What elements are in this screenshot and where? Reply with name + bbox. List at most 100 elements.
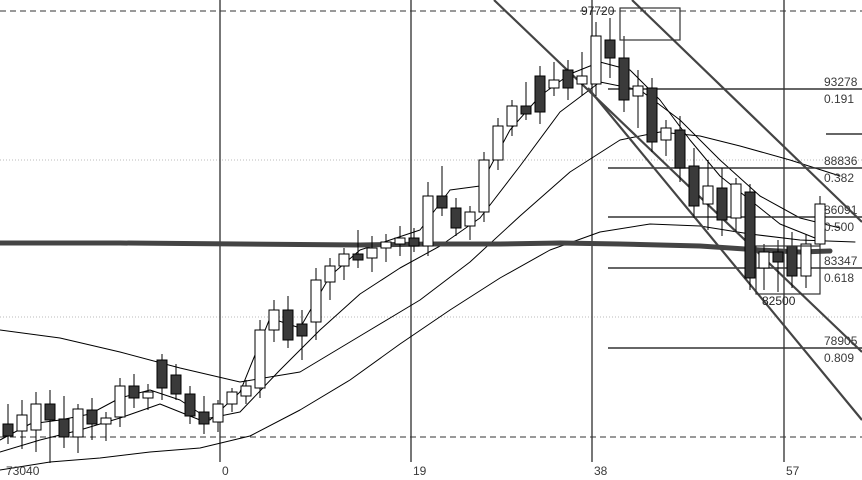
y-axis-fib-label: 0.618 bbox=[824, 271, 855, 285]
candlestick[interactable] bbox=[576, 52, 588, 96]
candlestick[interactable] bbox=[492, 118, 504, 170]
candlestick[interactable] bbox=[142, 384, 154, 410]
candlestick[interactable] bbox=[324, 258, 336, 300]
candle-body bbox=[324, 265, 336, 283]
candlestick[interactable] bbox=[534, 66, 546, 124]
candlestick[interactable] bbox=[212, 400, 224, 432]
candlestick[interactable] bbox=[72, 404, 84, 453]
candlestick[interactable] bbox=[282, 296, 294, 348]
upper-box[interactable] bbox=[619, 7, 681, 41]
candlestick[interactable] bbox=[394, 226, 406, 256]
candle-body bbox=[646, 87, 658, 143]
candle-body bbox=[562, 69, 574, 89]
candlestick[interactable] bbox=[436, 166, 448, 216]
candlestick[interactable] bbox=[506, 100, 518, 136]
candle-body bbox=[772, 251, 784, 263]
candle-body bbox=[576, 75, 588, 85]
candle-body bbox=[590, 35, 602, 85]
candlestick[interactable] bbox=[786, 232, 798, 288]
candlestick[interactable] bbox=[86, 398, 98, 440]
candle-body bbox=[58, 418, 70, 438]
candlestick[interactable] bbox=[408, 228, 420, 252]
candlestick[interactable] bbox=[184, 386, 196, 424]
candlestick[interactable] bbox=[380, 234, 392, 262]
candlestick[interactable] bbox=[296, 310, 308, 360]
candle-body bbox=[156, 359, 168, 389]
candlestick[interactable] bbox=[114, 378, 126, 427]
candlestick[interactable] bbox=[44, 390, 56, 463]
candlestick[interactable] bbox=[478, 152, 490, 222]
candlestick[interactable] bbox=[352, 230, 364, 268]
candle-body bbox=[408, 237, 420, 247]
y-axis-price-label: 83347 bbox=[824, 254, 858, 268]
candlestick[interactable] bbox=[30, 392, 42, 452]
candlestick[interactable] bbox=[366, 236, 378, 272]
candlestick[interactable] bbox=[170, 364, 182, 400]
candlestick[interactable] bbox=[702, 160, 714, 230]
ma-heavy-line bbox=[0, 240, 833, 255]
candle-body bbox=[674, 129, 686, 169]
candlestick[interactable] bbox=[464, 206, 476, 240]
candlestick[interactable] bbox=[58, 396, 70, 448]
candlestick[interactable] bbox=[450, 198, 462, 236]
candle-body bbox=[618, 57, 630, 101]
ma-fast-line bbox=[0, 61, 821, 441]
candlestick[interactable] bbox=[758, 244, 770, 290]
candlestick[interactable] bbox=[618, 36, 630, 112]
candlestick[interactable] bbox=[226, 388, 238, 412]
candle-body bbox=[198, 411, 210, 425]
candlestick[interactable] bbox=[520, 82, 532, 120]
candle-body bbox=[632, 85, 644, 97]
candlestick[interactable] bbox=[646, 78, 658, 152]
candlestick[interactable] bbox=[254, 320, 266, 398]
y-axis-fib-label: 0.382 bbox=[824, 171, 855, 185]
candlestick[interactable] bbox=[632, 70, 644, 128]
candlestick[interactable] bbox=[268, 300, 280, 342]
candle-body bbox=[282, 309, 294, 341]
candlestick[interactable] bbox=[198, 396, 210, 434]
candle-body bbox=[744, 191, 756, 279]
candlestick[interactable] bbox=[800, 234, 812, 288]
x-axis-tick-label: 19 bbox=[413, 464, 427, 478]
candlestick[interactable] bbox=[730, 178, 742, 232]
candlestick[interactable] bbox=[590, 22, 602, 96]
candlestick[interactable] bbox=[338, 248, 350, 280]
trend-line[interactable] bbox=[587, 87, 862, 421]
candlestick[interactable] bbox=[240, 380, 252, 404]
candlestick[interactable] bbox=[16, 400, 28, 449]
y-axis-price-label: 78905 bbox=[824, 334, 858, 348]
candlestick[interactable] bbox=[674, 116, 686, 182]
candlestick[interactable] bbox=[100, 412, 112, 441]
candlestick[interactable] bbox=[688, 148, 700, 218]
candlestick[interactable] bbox=[716, 168, 728, 236]
candle-body bbox=[758, 251, 770, 269]
candlestick[interactable] bbox=[310, 268, 322, 340]
candlestick[interactable] bbox=[660, 120, 672, 156]
candle-body bbox=[44, 403, 56, 421]
candle-body bbox=[730, 183, 742, 219]
y-axis-fib-label: 0.809 bbox=[824, 351, 855, 365]
trend-line[interactable] bbox=[631, 0, 862, 223]
candlestick[interactable] bbox=[128, 374, 140, 408]
candle-body bbox=[2, 423, 14, 437]
candle-body bbox=[296, 323, 308, 337]
y-axis-price-label: 86091 bbox=[824, 203, 858, 217]
candle-body bbox=[128, 385, 140, 399]
candlestick[interactable] bbox=[2, 404, 14, 444]
candlestick[interactable] bbox=[744, 184, 756, 290]
candlestick[interactable] bbox=[548, 62, 560, 96]
candle-body bbox=[688, 165, 700, 207]
candlestick[interactable] bbox=[772, 240, 784, 292]
candle-body bbox=[114, 385, 126, 418]
candle-body bbox=[380, 241, 392, 249]
candlestick[interactable] bbox=[422, 182, 434, 256]
candlestick[interactable] bbox=[562, 60, 574, 100]
candlestick[interactable] bbox=[156, 354, 168, 400]
candle-body bbox=[142, 391, 154, 399]
trend-line[interactable] bbox=[493, 0, 862, 353]
y-axis-min-label: 73040 bbox=[6, 464, 40, 478]
price-box[interactable] bbox=[755, 245, 821, 295]
candlestick[interactable] bbox=[604, 18, 616, 78]
